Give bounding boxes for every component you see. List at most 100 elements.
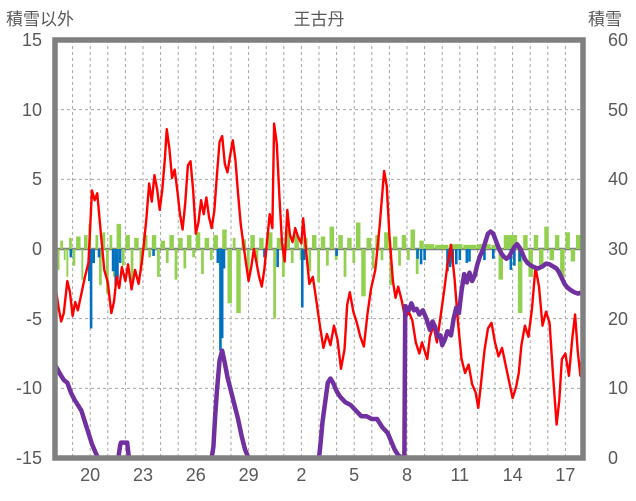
precipitation-bar — [114, 249, 118, 286]
precipitation-bar — [111, 249, 115, 272]
green-series-bar — [282, 249, 285, 277]
green-series-bar — [116, 223, 122, 249]
precipitation-bar — [491, 249, 495, 259]
green-series-bar — [267, 232, 273, 249]
green-series-bar — [195, 232, 201, 249]
green-series-bar — [84, 235, 88, 249]
green-series-bar — [151, 235, 157, 249]
green-series-bar — [290, 249, 294, 263]
green-series-bar — [415, 249, 419, 275]
green-series-bar — [174, 249, 178, 280]
green-series-bar — [401, 235, 407, 249]
green-series-bar — [222, 229, 227, 249]
green-series-bar — [544, 226, 549, 249]
green-series-bar — [109, 235, 113, 249]
green-series-bar — [317, 249, 320, 283]
green-series-bar — [343, 249, 347, 277]
precipitation-bar — [220, 249, 224, 339]
green-series-bar — [565, 232, 570, 249]
green-series-bar — [130, 249, 134, 283]
green-series-bar — [294, 235, 299, 249]
plot-area — [52, 37, 586, 461]
precipitation-bar — [468, 249, 471, 262]
green-series-bar — [157, 249, 160, 277]
precipitation-bar — [465, 249, 469, 263]
precipitation-bar — [69, 249, 73, 258]
green-series-bar — [276, 237, 282, 249]
green-series-bar — [352, 249, 356, 263]
green-series-bar — [69, 237, 72, 249]
right-axis-tick-label: 60 — [608, 30, 629, 50]
green-series-bar — [424, 244, 435, 249]
green-series-bar — [380, 249, 384, 261]
green-series-bar — [361, 249, 366, 297]
green-series-bar — [575, 235, 583, 249]
green-series-bar — [232, 237, 236, 249]
green-series-bar — [255, 249, 259, 263]
precipitation-bar — [222, 249, 226, 269]
left-axis-tick-label: 5 — [31, 169, 42, 190]
green-series-bar — [102, 232, 106, 249]
precipitation-bar — [448, 249, 452, 268]
precipitation-bar — [89, 249, 93, 329]
green-series-bar — [169, 235, 174, 249]
green-series-bar — [549, 249, 555, 261]
green-series-bar — [560, 249, 565, 280]
left-axis-tick-label: 10 — [21, 99, 42, 120]
precipitation-bar — [454, 249, 458, 265]
green-series-bar — [165, 249, 169, 263]
green-series-bar — [371, 249, 375, 269]
x-axis-tick-label: 14 — [502, 465, 523, 485]
green-series-bar — [407, 249, 410, 261]
green-series-bar — [554, 235, 560, 249]
plot-border — [52, 37, 586, 461]
green-series-bar — [95, 235, 99, 249]
precipitation-bar — [300, 249, 304, 308]
precipitation-bar — [518, 249, 521, 262]
right-axis-tick-label: 20 — [608, 308, 629, 329]
green-series-bar — [143, 235, 148, 249]
green-series-bar — [57, 249, 60, 270]
green-series-bar — [449, 244, 463, 249]
x-axis-tick-label: 23 — [132, 465, 154, 485]
precipitation-bar — [509, 249, 513, 270]
x-axis-tick-label: 29 — [238, 465, 259, 485]
green-series-bar — [187, 235, 192, 249]
green-series-bar — [236, 249, 241, 314]
green-series-bar — [227, 249, 232, 304]
precipitation-bar — [423, 249, 426, 261]
green-series-bar — [491, 244, 498, 249]
green-series-bar — [99, 249, 102, 286]
right-axis-tick-label: 50 — [608, 99, 629, 120]
green-series-bar — [139, 249, 143, 272]
green-series-bar — [392, 236, 398, 249]
green-series-bar — [320, 236, 326, 249]
green-series-bar — [311, 235, 317, 249]
green-series-bar — [570, 249, 576, 262]
right-axis-tick-label: 30 — [608, 239, 629, 259]
green-series-bar — [410, 229, 415, 249]
green-series-bar — [285, 229, 291, 249]
green-series-bar — [192, 249, 195, 258]
right-axis-tick-label: 10 — [608, 378, 629, 399]
green-series-bar — [498, 249, 503, 280]
green-series-bar — [246, 249, 250, 275]
x-axis-tick-label: 8 — [401, 465, 413, 485]
x-axis-tick-label: 11 — [450, 465, 470, 485]
green-series-bar — [201, 249, 204, 275]
precipitation-bar — [92, 249, 96, 263]
left-axis-tick-label: -15 — [15, 448, 42, 468]
green-series-bar — [523, 235, 528, 249]
left-axis-tick-label: 0 — [31, 239, 42, 259]
green-series-bar — [60, 240, 63, 249]
green-series-bar — [398, 249, 401, 266]
precipitation-bar — [276, 249, 279, 268]
x-axis-tick-label: 17 — [555, 465, 576, 485]
green-series-bar — [148, 249, 151, 258]
x-axis-tick-label: 26 — [185, 465, 206, 485]
precipitation-bar — [118, 249, 122, 263]
left-axis-title: 積雪以外 — [6, 10, 74, 29]
green-series-bar — [366, 237, 371, 249]
chart-title: 王古丹 — [293, 10, 345, 29]
